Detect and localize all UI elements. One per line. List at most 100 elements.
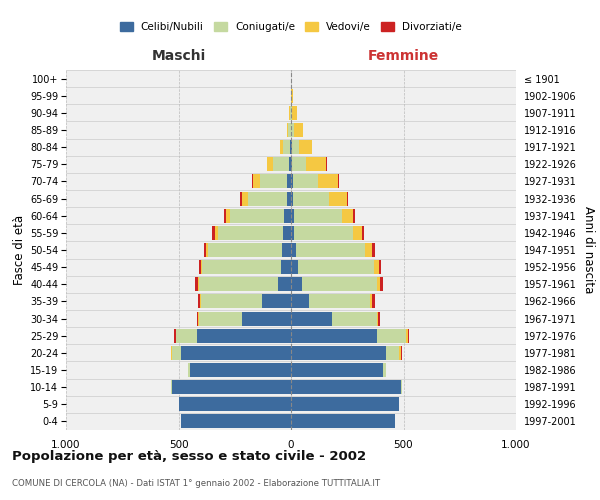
Bar	[287, 192, 291, 205]
Bar	[291, 192, 329, 205]
Bar	[176, 328, 291, 342]
Bar	[291, 414, 395, 428]
Bar	[291, 174, 318, 188]
Bar	[202, 260, 291, 274]
Bar	[291, 226, 364, 240]
Bar	[181, 414, 291, 428]
Bar	[291, 158, 326, 172]
Bar	[291, 363, 386, 377]
Bar	[287, 123, 291, 137]
Bar	[218, 226, 291, 240]
Bar	[179, 398, 291, 411]
Bar	[281, 260, 291, 274]
Bar	[170, 346, 291, 360]
Bar	[291, 398, 399, 411]
Bar	[287, 123, 291, 137]
Bar	[230, 208, 291, 222]
Bar	[291, 328, 408, 342]
Bar	[291, 123, 295, 137]
Bar	[291, 278, 302, 291]
Bar	[200, 294, 291, 308]
Bar	[291, 294, 376, 308]
Bar	[201, 260, 291, 274]
Bar	[291, 243, 365, 257]
Bar	[291, 158, 326, 172]
Bar	[291, 294, 309, 308]
Bar	[289, 106, 291, 120]
Y-axis label: Fasce di età: Fasce di età	[13, 215, 26, 285]
Bar	[291, 328, 409, 342]
Bar	[291, 398, 399, 411]
Bar	[181, 414, 291, 428]
Bar	[291, 106, 296, 120]
Bar	[289, 158, 291, 172]
Bar	[223, 208, 291, 222]
Bar	[280, 140, 291, 154]
Bar	[291, 294, 372, 308]
Bar	[199, 278, 291, 291]
Bar	[179, 398, 291, 411]
Bar	[291, 278, 383, 291]
Bar	[262, 294, 291, 308]
Bar	[291, 312, 380, 326]
Bar	[291, 346, 399, 360]
Bar	[215, 226, 291, 240]
Bar	[181, 346, 291, 360]
Bar	[289, 106, 291, 120]
Bar	[268, 158, 291, 172]
Bar	[291, 260, 374, 274]
Bar	[291, 158, 305, 172]
Bar	[172, 380, 291, 394]
Bar	[291, 312, 377, 326]
Bar	[291, 208, 341, 222]
Bar	[291, 243, 296, 257]
Bar	[291, 312, 377, 326]
Bar	[291, 208, 355, 222]
Y-axis label: Anni di nascita: Anni di nascita	[582, 206, 595, 294]
Legend: Celibi/Nubili, Coniugati/e, Vedovi/e, Divorziati/e: Celibi/Nubili, Coniugati/e, Vedovi/e, Di…	[116, 18, 466, 36]
Text: Maschi: Maschi	[151, 49, 206, 63]
Bar	[291, 243, 372, 257]
Bar	[268, 158, 291, 172]
Bar	[291, 278, 377, 291]
Bar	[291, 140, 313, 154]
Bar	[291, 226, 362, 240]
Bar	[181, 414, 291, 428]
Bar	[290, 140, 291, 154]
Bar	[190, 363, 291, 377]
Bar	[291, 174, 293, 188]
Bar	[175, 328, 291, 342]
Bar	[291, 123, 304, 137]
Bar	[291, 140, 299, 154]
Bar	[290, 106, 291, 120]
Bar	[291, 328, 377, 342]
Bar	[291, 260, 298, 274]
Bar	[291, 158, 292, 172]
Bar	[291, 208, 353, 222]
Bar	[291, 414, 395, 428]
Bar	[291, 346, 401, 360]
Bar	[212, 226, 291, 240]
Text: COMUNE DI CERCOLA (NA) - Dati ISTAT 1° gennaio 2002 - Elaborazione TUTTITALIA.IT: COMUNE DI CERCOLA (NA) - Dati ISTAT 1° g…	[12, 479, 380, 488]
Bar	[282, 243, 291, 257]
Bar	[291, 140, 292, 154]
Bar	[241, 192, 291, 205]
Bar	[187, 363, 291, 377]
Bar	[291, 380, 401, 394]
Bar	[199, 312, 291, 326]
Bar	[201, 294, 291, 308]
Bar	[179, 398, 291, 411]
Bar	[197, 312, 291, 326]
Bar	[291, 363, 386, 377]
Bar	[287, 174, 291, 188]
Bar	[187, 363, 291, 377]
Bar	[291, 88, 293, 102]
Bar	[291, 140, 313, 154]
Bar	[291, 294, 370, 308]
Bar	[172, 346, 291, 360]
Bar	[291, 312, 331, 326]
Bar	[199, 260, 291, 274]
Bar	[291, 208, 295, 222]
Bar	[277, 278, 291, 291]
Bar	[208, 243, 291, 257]
